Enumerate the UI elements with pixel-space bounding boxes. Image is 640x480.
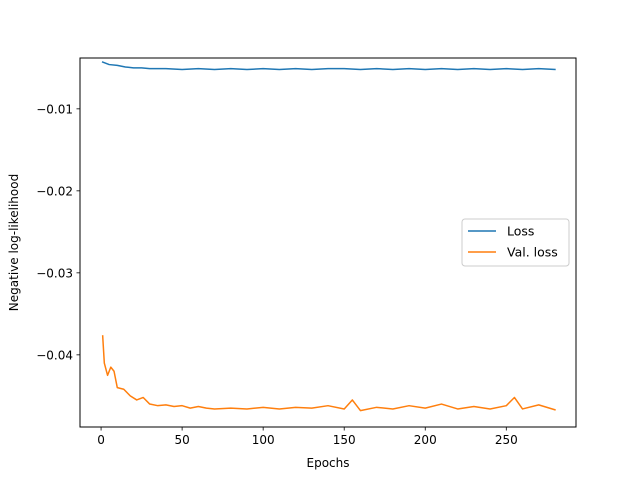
- x-tick-label: 250: [495, 433, 518, 447]
- y-tick-label: −0.01: [36, 102, 73, 116]
- y-tick-label: −0.02: [36, 184, 73, 198]
- legend: Loss Val. loss: [461, 218, 570, 267]
- y-tick-label: −0.04: [36, 348, 73, 362]
- x-axis-label: Epochs: [307, 456, 350, 470]
- plot-frame: [79, 57, 577, 428]
- x-tick-label: 50: [174, 433, 189, 447]
- series-layer: [101, 61, 556, 412]
- y-axis: −0.01 −0.02 −0.03 −0.04: [36, 102, 80, 362]
- series-line-1: [101, 61, 556, 71]
- y-axis-label: Negative log-likelihood: [7, 174, 21, 311]
- y-tick-label: −0.03: [36, 266, 73, 280]
- x-tick-label: 150: [333, 433, 356, 447]
- x-tick-label: 100: [252, 433, 275, 447]
- x-axis: 0 50 100 150 200 250: [97, 427, 518, 447]
- x-tick-label: 200: [414, 433, 437, 447]
- series-line-2: [101, 335, 556, 412]
- x-tick-label: 0: [97, 433, 105, 447]
- legend-label-2: Val. loss: [507, 245, 558, 260]
- legend-label-1: Loss: [507, 224, 534, 239]
